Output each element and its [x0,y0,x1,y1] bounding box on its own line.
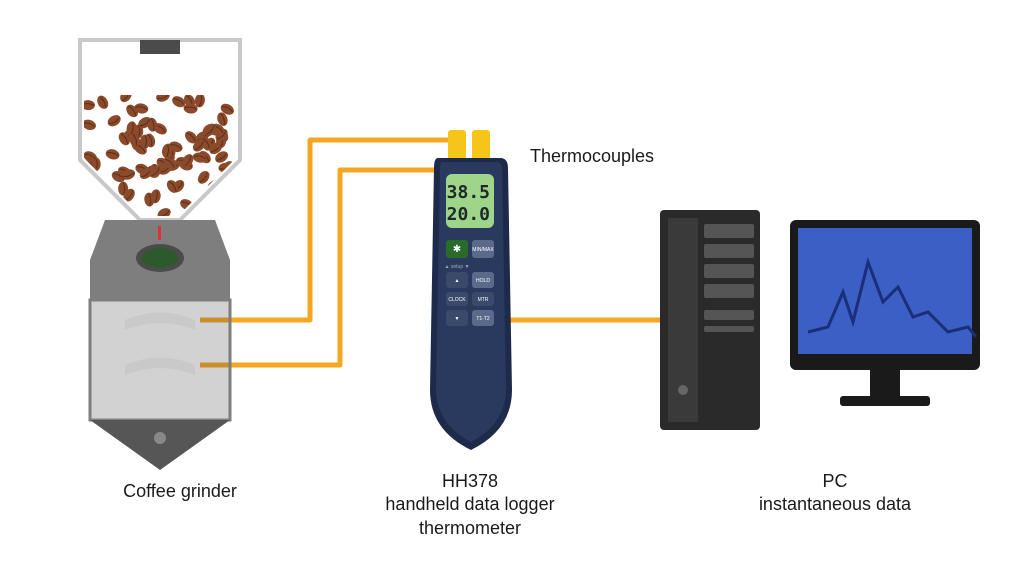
drive-bay [704,264,754,278]
pc-label-l2: instantaneous data [759,494,911,514]
drive-bay [704,244,754,258]
thermocouple-connector-1 [448,130,466,160]
svg-text:✱: ✱ [453,244,461,255]
pc-monitor [790,220,980,406]
pc-label-l1: PC [822,471,847,491]
thermocouple-connector-2 [472,130,490,160]
power-button-icon[interactable] [678,385,688,395]
pc-label: PC instantaneous data [720,470,950,517]
svg-text:▲ setup ▼: ▲ setup ▼ [445,264,470,270]
drive-bay [704,224,754,238]
monitor-screen [798,228,972,354]
mtr-button-label: MTR [478,297,489,303]
display-reading-2: 20.0 [447,204,490,225]
wires [200,140,660,365]
data-logger: 38.520.0 ✱ MIN/MAX ▲ setup ▼ ▲ HOLD CLOCK MTR ▼ T… [430,130,512,450]
logger-label-l2: handheld data logger [385,494,554,514]
down-button-label: ▼ [455,316,460,322]
up-button-label: ▲ [455,278,460,284]
coffee-beans [80,87,237,221]
wire-0 [200,140,455,320]
coffee-grinder [80,40,240,470]
hold-button-label: HOLD [476,278,490,284]
clock-button-label: CLOCK [448,297,466,303]
thermocouples-label: Thermocouples [530,145,710,168]
grinder-label: Coffee grinder [90,480,270,503]
logger-label-l1: HH378 [442,471,498,491]
minmax-button-label: MIN/MAX [472,247,494,253]
logger-label: HH378 handheld data logger thermometer [355,470,585,540]
pc-tower [660,210,760,430]
drive-bay [704,284,754,298]
t1t2-button-label: T1-T2 [476,316,490,322]
logger-label-l3: thermometer [419,518,521,538]
display-reading-1: 38.5 [447,182,490,203]
